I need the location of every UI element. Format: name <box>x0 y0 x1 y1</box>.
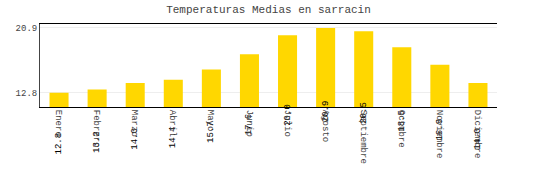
svg-text:12.8: 12.8 <box>16 89 38 99</box>
svg-text:Agosto: Agosto <box>320 110 330 142</box>
svg-text:14.0: 14.0 <box>473 128 483 150</box>
svg-text:Septiembre: Septiembre <box>358 110 368 164</box>
svg-text:20.5: 20.5 <box>359 102 369 124</box>
svg-text:20.9: 20.9 <box>16 24 38 34</box>
svg-text:Julio: Julio <box>282 110 292 137</box>
svg-text:Octubre: Octubre <box>396 110 406 148</box>
svg-text:Junio: Junio <box>244 110 254 137</box>
svg-text:17.6: 17.6 <box>244 114 254 136</box>
svg-text:Temperaturas Medias en sarraci: Temperaturas Medias en sarracin <box>166 4 371 16</box>
svg-text:Febrero: Febrero <box>91 110 101 148</box>
svg-text:Mayo: Mayo <box>205 110 215 132</box>
svg-text:Diciembre: Diciembre <box>472 110 482 159</box>
svg-text:14.4: 14.4 <box>168 127 178 149</box>
svg-text:Noviembre: Noviembre <box>434 110 444 159</box>
svg-text:20.0: 20.0 <box>283 104 293 126</box>
svg-text:Enero: Enero <box>53 110 63 137</box>
svg-text:Abril: Abril <box>167 110 177 137</box>
svg-text:14.0: 14.0 <box>130 128 140 150</box>
svg-text:13.2: 13.2 <box>92 131 102 153</box>
svg-text:16.3: 16.3 <box>435 119 445 141</box>
svg-text:20.9: 20.9 <box>321 101 331 123</box>
svg-text:18.5: 18.5 <box>397 110 407 132</box>
svg-text:12.8: 12.8 <box>54 133 64 155</box>
svg-text:15.7: 15.7 <box>206 121 216 143</box>
svg-text:Marzo: Marzo <box>129 110 139 137</box>
